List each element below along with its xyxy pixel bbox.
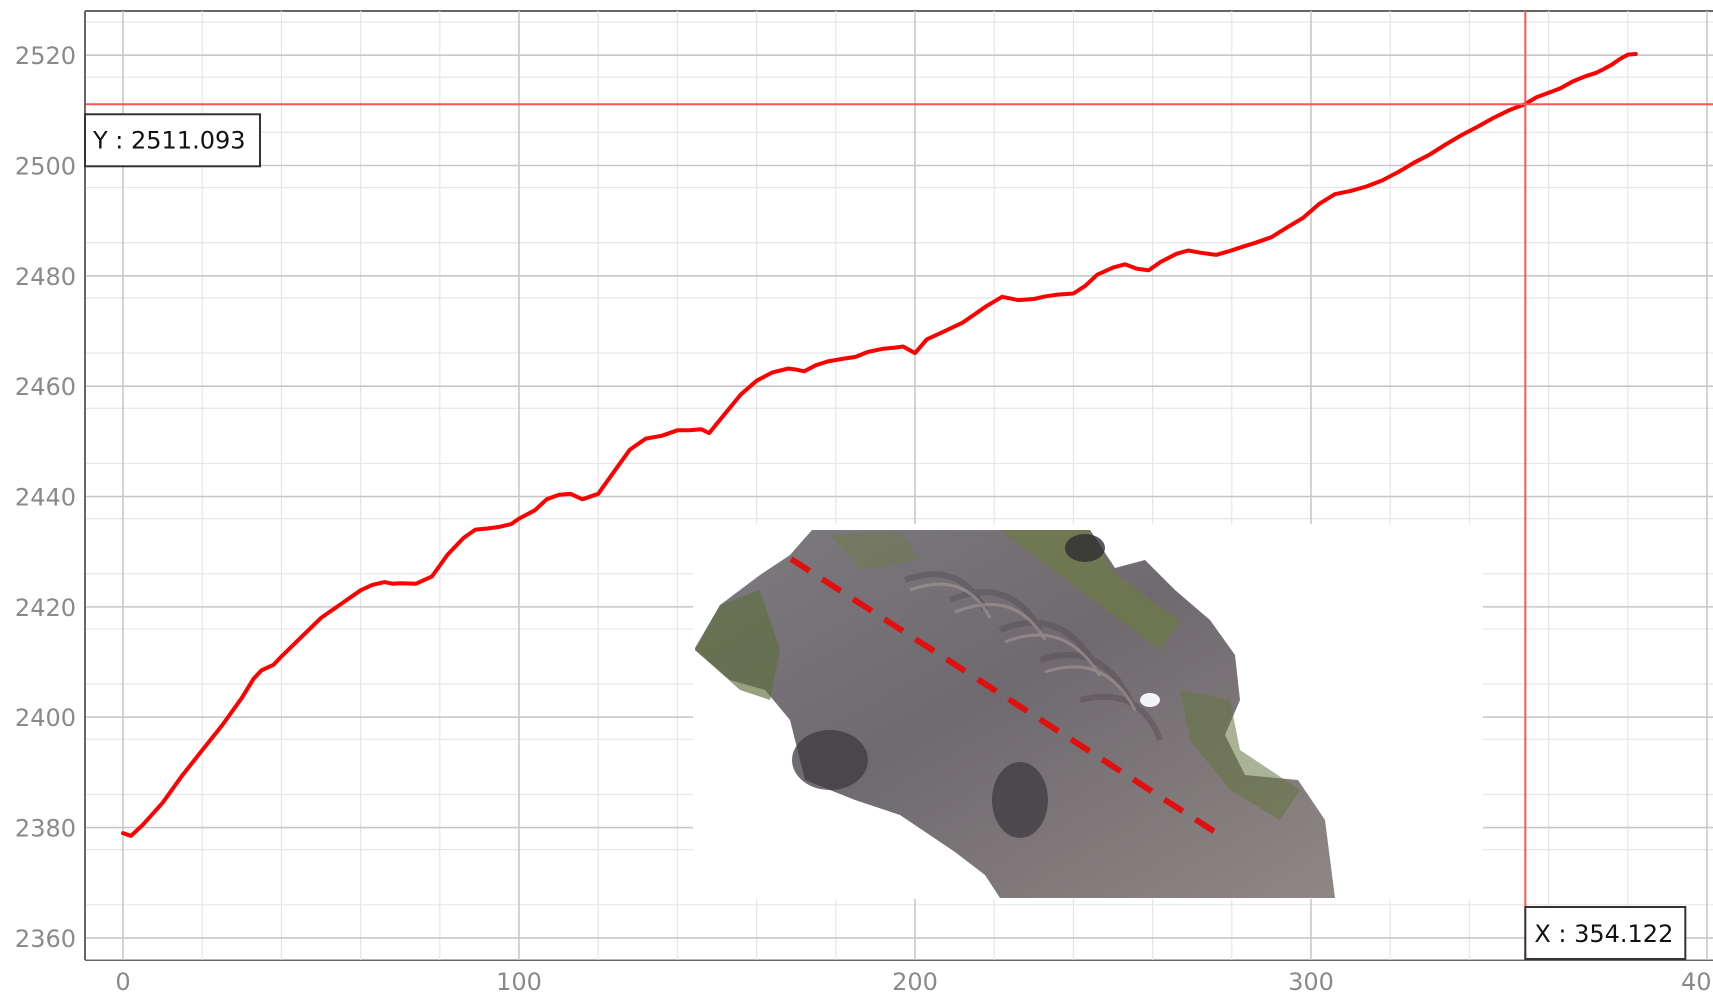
photo-vegetation — [695, 590, 780, 700]
y-tick-label: 2520 — [15, 42, 76, 70]
y-tick-label: 2460 — [15, 373, 76, 401]
photo-shadow — [992, 762, 1048, 838]
y-tick-label: 2500 — [15, 152, 76, 180]
y-axis-tick-labels: 2360 2380 2400 2420 2440 2460 2480 2500 2520 — [15, 42, 76, 953]
x-axis-tick-labels: 0 100 200 300 40 — [115, 968, 1711, 992]
photo-snow-patch — [1140, 693, 1160, 707]
crosshair-x-value: X : 354.122 — [1534, 920, 1673, 948]
y-tick-label: 2420 — [15, 594, 76, 622]
x-tick-label: 40 — [1681, 968, 1712, 992]
y-tick-label: 2480 — [15, 263, 76, 291]
x-tick-label: 300 — [1288, 968, 1334, 992]
x-tick-label: 200 — [892, 968, 938, 992]
crosshair-x-readout: X : 354.122 — [1524, 906, 1687, 960]
elevation-profile-line — [121, 52, 1638, 838]
crosshair-y-value: Y : 2511.093 — [92, 126, 246, 154]
x-tick-label: 0 — [115, 968, 130, 992]
crosshair-y-readout: Y : 2511.093 — [84, 113, 261, 168]
photo-vegetation — [830, 532, 920, 570]
profile-transect-line — [789, 556, 1217, 835]
photo-vegetation — [1180, 690, 1300, 820]
photo-shadow — [1065, 534, 1105, 562]
photo-vegetation — [1000, 530, 1180, 650]
x-tick-label: 100 — [496, 968, 542, 992]
y-tick-label: 2440 — [15, 484, 76, 512]
inset-aerial-photo — [693, 524, 1483, 899]
y-tick-label: 2360 — [15, 925, 76, 953]
y-tick-label: 2380 — [15, 815, 76, 843]
photo-shadow — [792, 730, 868, 790]
y-tick-label: 2400 — [15, 704, 76, 732]
